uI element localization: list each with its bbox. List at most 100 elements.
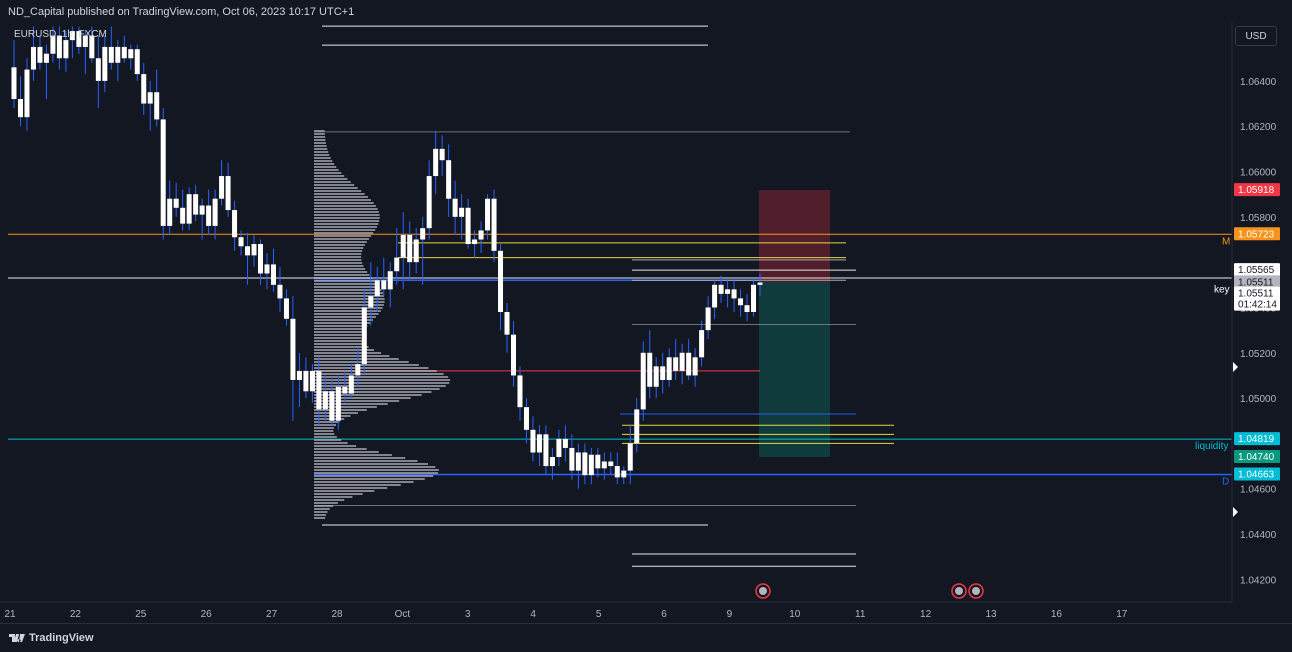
volume-profile-bar	[314, 199, 371, 201]
volume-profile-bar	[314, 307, 383, 309]
volume-profile-bar	[314, 313, 379, 315]
candle-body	[134, 49, 140, 75]
y-tick-label: 1.06000	[1240, 168, 1277, 179]
x-tick-label: 6	[661, 609, 667, 620]
tradingview-logo-icon	[9, 634, 25, 643]
candle-body	[634, 409, 640, 444]
volume-profile-bar	[314, 232, 374, 234]
candle-body	[37, 46, 43, 63]
volume-profile-bar	[314, 298, 385, 300]
volume-profile-bar	[314, 178, 348, 180]
volume-profile-bar	[314, 193, 365, 195]
symbol-label[interactable]: EURUSD, 1h, FXCM	[14, 29, 107, 40]
x-tick-label: 21	[4, 609, 16, 620]
volume-profile-bar	[314, 418, 345, 420]
volume-profile-bar	[314, 400, 400, 402]
volume-profile-bar	[314, 214, 380, 216]
volume-profile-bar	[314, 430, 334, 432]
volume-profile-bar	[314, 424, 337, 426]
candle-body	[562, 438, 568, 448]
candle-body	[82, 35, 88, 47]
volume-profile-bar	[314, 325, 368, 327]
candle-body	[712, 284, 718, 308]
candle-body	[446, 160, 452, 199]
candle-body	[510, 334, 516, 376]
volume-profile-bar	[314, 145, 327, 147]
candle-body	[212, 198, 218, 226]
volume-profile-bar	[314, 289, 382, 291]
volume-profile	[314, 130, 451, 519]
candle-body	[374, 280, 380, 297]
volume-profile-bar	[314, 238, 369, 240]
axes: 1.064001.062001.060001.058001.054001.052…	[0, 22, 1277, 620]
candle-body	[368, 296, 374, 308]
volume-profile-bar	[314, 358, 399, 360]
candle-body	[498, 250, 504, 312]
volume-profile-bar	[314, 487, 388, 489]
volume-profile-bar	[314, 265, 364, 267]
candle-body	[426, 176, 432, 229]
candle-body	[530, 429, 536, 453]
candle-body	[258, 244, 264, 274]
candle-body	[361, 307, 367, 365]
price-tag-label: 1.05511	[1238, 289, 1274, 300]
price-tag-box	[1234, 467, 1280, 481]
volume-profile-bar	[314, 196, 368, 198]
candle-body	[173, 198, 179, 208]
candle-body	[686, 352, 692, 376]
candle-body	[692, 357, 698, 376]
candle-body	[485, 198, 491, 231]
volume-profile-bar	[314, 283, 378, 285]
candle-body	[186, 194, 192, 224]
volume-profile-bar	[314, 223, 379, 225]
x-tick-label: Oct	[395, 609, 411, 620]
volume-profile-bar	[314, 154, 330, 156]
candle-body	[245, 246, 251, 256]
x-tick-label: 26	[201, 609, 213, 620]
candle-body	[193, 194, 199, 215]
volume-profile-bar	[314, 235, 372, 237]
volume-profile-bar	[314, 286, 380, 288]
footer-bar: TradingView	[0, 623, 1292, 652]
volume-profile-bar	[314, 271, 368, 273]
candle-body	[653, 366, 659, 387]
volume-profile-bar	[314, 274, 370, 276]
candle-body	[614, 466, 620, 478]
volume-profile-bar	[314, 490, 375, 492]
x-tick-label: 22	[70, 609, 82, 620]
price-tag-box	[1234, 450, 1280, 463]
volume-profile-bar	[314, 361, 409, 363]
y-tick-label: 1.04600	[1240, 485, 1277, 496]
volume-profile-bar	[314, 436, 337, 438]
scroll-arrow-icon	[1233, 362, 1238, 372]
candle-body	[102, 46, 108, 81]
volume-profile-bar	[314, 133, 325, 135]
candle-body	[264, 264, 270, 274]
y-tick-label: 1.05800	[1240, 213, 1277, 224]
candle-body	[647, 352, 653, 387]
volume-profile-bar	[314, 148, 328, 150]
candle-body	[219, 176, 225, 199]
candle-body	[666, 357, 672, 380]
candle-body	[121, 46, 127, 59]
candle-body	[154, 92, 160, 120]
volume-profile-bar	[314, 481, 414, 483]
volume-profile-bar	[314, 130, 325, 132]
volume-profile-bar	[314, 508, 330, 510]
volume-profile-bar	[314, 166, 337, 168]
volume-profile-bar	[314, 316, 376, 318]
x-tick-label: 12	[920, 609, 932, 620]
volume-profile-bar	[314, 157, 331, 159]
take-profit-zone	[759, 282, 830, 457]
candle-body	[744, 305, 750, 312]
candle-body	[595, 454, 601, 469]
candle-body	[718, 284, 724, 294]
volume-profile-bar	[314, 160, 333, 162]
candle-body	[108, 46, 114, 63]
volume-profile-bar	[314, 184, 355, 186]
position-zones	[759, 190, 830, 457]
candle-body	[433, 148, 439, 177]
currency-button[interactable]: USD	[1235, 26, 1277, 46]
volume-profile-bar	[314, 280, 375, 282]
